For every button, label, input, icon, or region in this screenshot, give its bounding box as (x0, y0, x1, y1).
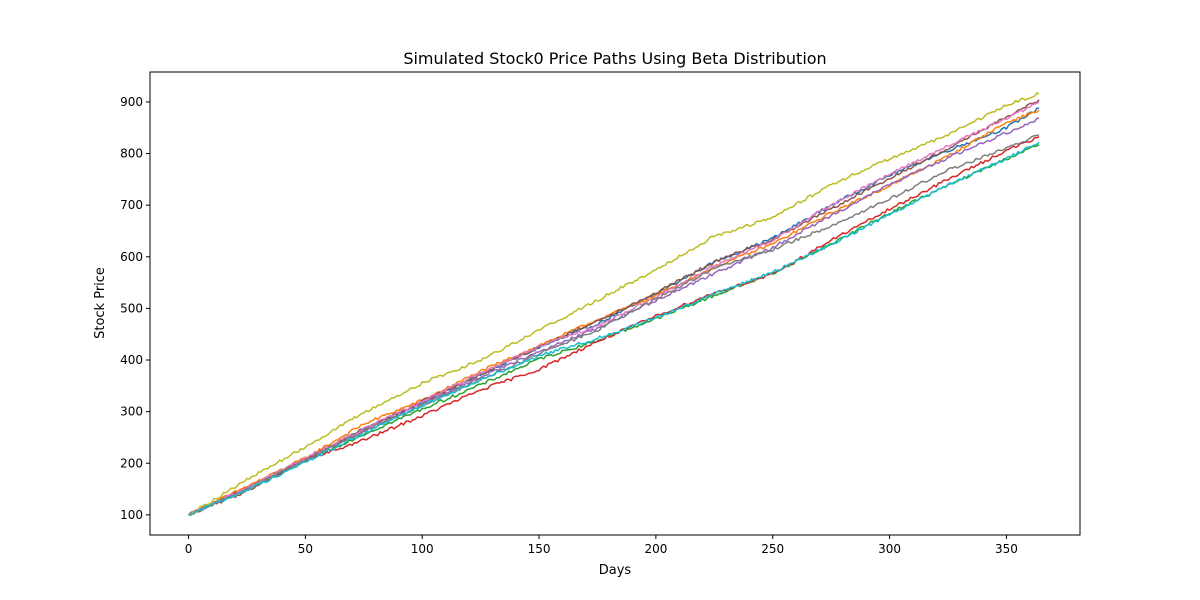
y-tick-label: 100 (120, 508, 143, 522)
plot-frame (149, 71, 1081, 536)
x-axis: 0 50 100 150 200 250 300 350 (185, 535, 1018, 556)
y-tick-label: 500 (120, 301, 143, 315)
x-tick-label: 150 (528, 542, 551, 556)
y-axis-label: Stock Price (93, 267, 108, 339)
y-tick-label: 900 (120, 95, 143, 109)
series-line-10 (188, 141, 1040, 517)
y-tick-label: 700 (120, 198, 143, 212)
y-tick-label: 400 (120, 353, 143, 367)
x-tick-label: 0 (185, 542, 193, 556)
series-line-4 (188, 136, 1040, 516)
x-tick-label: 300 (878, 542, 901, 556)
y-tick-label: 600 (120, 250, 143, 264)
chart-title: Simulated Stock0 Price Paths Using Beta … (403, 49, 826, 68)
y-tick-label: 200 (120, 456, 143, 470)
x-tick-label: 100 (411, 542, 434, 556)
series-line-8 (188, 134, 1040, 516)
series-line-9 (188, 92, 1040, 516)
x-tick-label: 250 (761, 542, 784, 556)
x-tick-label: 350 (995, 542, 1018, 556)
y-tick-label: 300 (120, 405, 143, 419)
series-layer (188, 92, 1040, 517)
x-axis-label: Days (599, 563, 632, 578)
x-tick-label: 200 (644, 542, 667, 556)
y-axis: 100 200 300 400 500 600 700 800 900 (120, 95, 150, 522)
x-tick-label: 50 (298, 542, 313, 556)
series-line-3 (188, 144, 1040, 516)
y-tick-label: 800 (120, 147, 143, 161)
